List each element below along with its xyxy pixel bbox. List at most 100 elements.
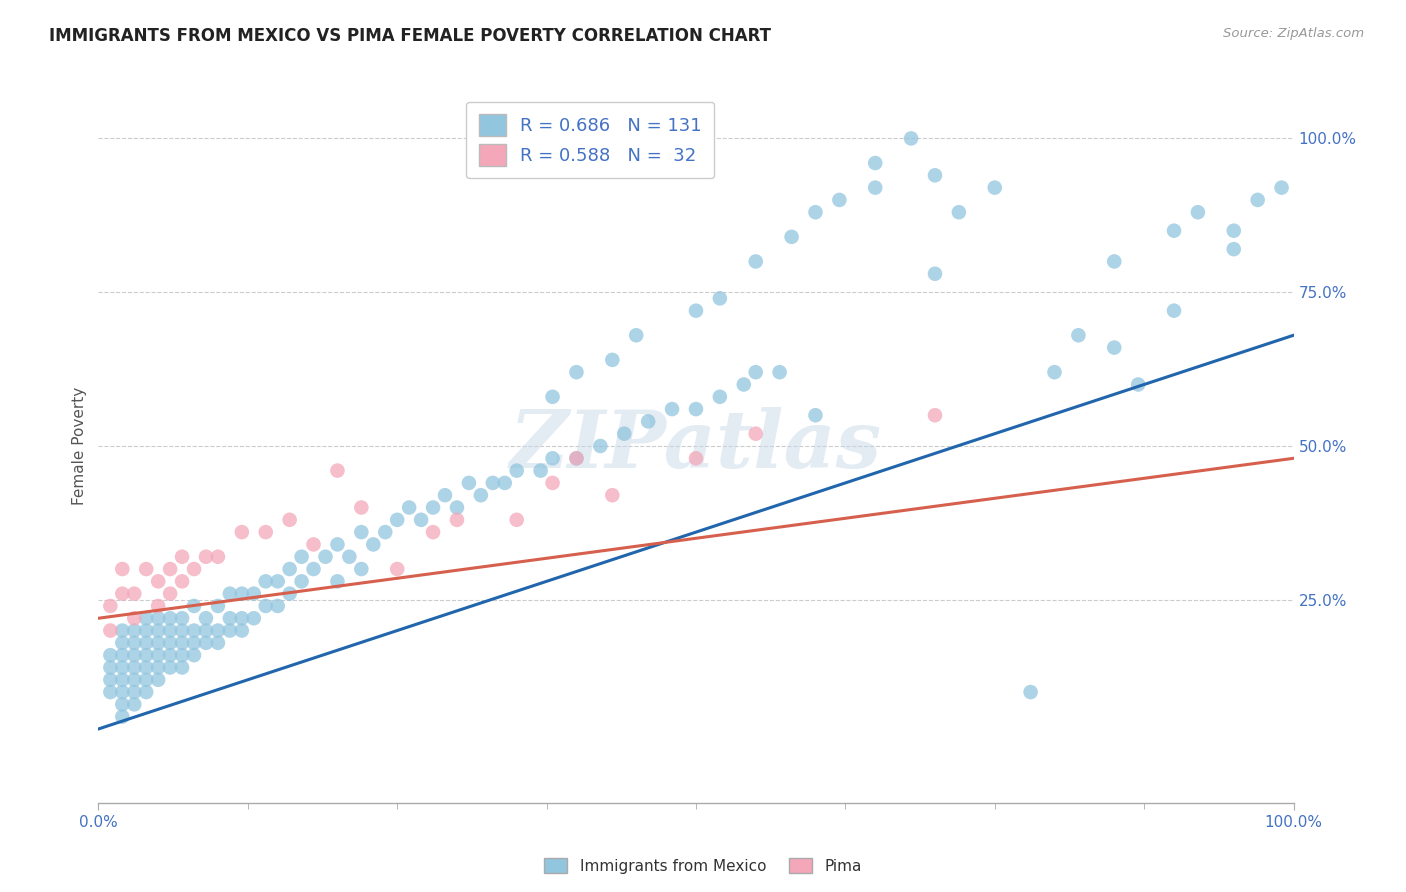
Point [183, 648, 205, 662]
Point [302, 537, 325, 551]
Point [302, 562, 325, 576]
Point [1163, 303, 1185, 318]
Point [172, 624, 194, 638]
Point [446, 513, 468, 527]
Point [326, 464, 349, 478]
Point [111, 624, 134, 638]
Point [219, 587, 242, 601]
Point [159, 611, 181, 625]
Point [470, 488, 492, 502]
Point [135, 660, 157, 674]
Point [135, 673, 157, 687]
Point [1019, 685, 1042, 699]
Point [243, 611, 266, 625]
Point [98, 599, 122, 613]
Point [1223, 242, 1246, 256]
Point [124, 673, 146, 687]
Point [159, 660, 181, 674]
Point [195, 624, 218, 638]
Point [231, 587, 253, 601]
Y-axis label: Female Poverty: Female Poverty [72, 387, 87, 505]
Point [434, 488, 457, 502]
Point [1067, 328, 1090, 343]
Point [363, 537, 385, 551]
Point [768, 365, 790, 379]
Point [219, 611, 242, 625]
Point [135, 648, 157, 662]
Point [1223, 224, 1246, 238]
Point [828, 193, 851, 207]
Point [315, 549, 337, 564]
Point [98, 624, 122, 638]
Point [98, 673, 122, 687]
Point [219, 624, 242, 638]
Point [458, 475, 481, 490]
Legend: Immigrants from Mexico, Pima: Immigrants from Mexico, Pima [538, 852, 868, 880]
Point [172, 574, 194, 589]
Point [111, 709, 134, 723]
Point [565, 451, 588, 466]
Text: ZIPatlas: ZIPatlas [510, 408, 882, 484]
Point [124, 685, 146, 699]
Point [135, 636, 157, 650]
Point [148, 648, 170, 662]
Point [172, 648, 194, 662]
Point [411, 513, 433, 527]
Point [804, 205, 827, 219]
Point [183, 599, 205, 613]
Point [1163, 224, 1185, 238]
Point [1104, 341, 1126, 355]
Point [254, 599, 277, 613]
Point [541, 451, 564, 466]
Point [685, 451, 707, 466]
Point [195, 611, 218, 625]
Point [685, 303, 707, 318]
Point [924, 409, 946, 423]
Point [124, 636, 146, 650]
Text: Source: ZipAtlas.com: Source: ZipAtlas.com [1223, 27, 1364, 40]
Point [494, 475, 516, 490]
Point [1187, 205, 1209, 219]
Point [685, 402, 707, 417]
Point [291, 549, 314, 564]
Point [339, 549, 361, 564]
Point [733, 377, 755, 392]
Point [124, 587, 146, 601]
Point [111, 587, 134, 601]
Point [626, 328, 648, 343]
Point [1271, 180, 1294, 194]
Point [267, 574, 290, 589]
Text: IMMIGRANTS FROM MEXICO VS PIMA FEMALE POVERTY CORRELATION CHART: IMMIGRANTS FROM MEXICO VS PIMA FEMALE PO… [49, 27, 772, 45]
Point [111, 562, 134, 576]
Point [446, 500, 468, 515]
Point [207, 549, 229, 564]
Point [124, 698, 146, 712]
Point [111, 648, 134, 662]
Point [506, 464, 529, 478]
Point [637, 414, 659, 428]
Point [172, 549, 194, 564]
Point [865, 156, 887, 170]
Point [804, 409, 827, 423]
Point [745, 365, 768, 379]
Point [231, 624, 253, 638]
Point [98, 685, 122, 699]
Point [159, 587, 181, 601]
Point [254, 574, 277, 589]
Point [924, 267, 946, 281]
Point [135, 611, 157, 625]
Point [385, 562, 409, 576]
Point [148, 574, 170, 589]
Point [1043, 365, 1066, 379]
Point [422, 500, 444, 515]
Point [385, 513, 409, 527]
Point [900, 131, 922, 145]
Point [231, 525, 253, 540]
Point [195, 636, 218, 650]
Point [243, 587, 266, 601]
Point [1128, 377, 1150, 392]
Point [948, 205, 970, 219]
Point [183, 562, 205, 576]
Point [865, 180, 887, 194]
Point [111, 685, 134, 699]
